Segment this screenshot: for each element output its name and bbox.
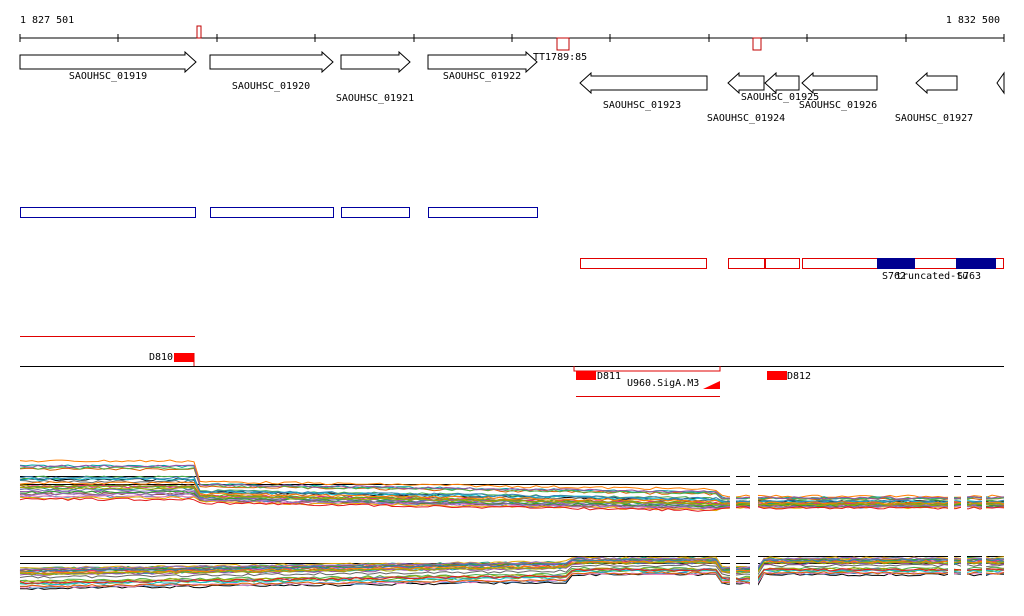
gene-arrow-saouhsc-01925[interactable] bbox=[764, 71, 800, 95]
forward-transcript-box[interactable] bbox=[210, 207, 334, 218]
gene-arrow-saouhsc-01926[interactable] bbox=[801, 71, 878, 95]
reverse-transcript-box[interactable] bbox=[765, 258, 800, 269]
segment-block-s763[interactable] bbox=[956, 258, 996, 269]
segment-label: S762 bbox=[882, 271, 906, 282]
feature-block-d811[interactable] bbox=[576, 371, 596, 380]
expression-trace bbox=[19, 561, 1005, 576]
gene-arrow-saouhsc-01924[interactable] bbox=[727, 71, 765, 95]
gene-labels: SAOUHSC_01919 SAOUHSC_01920 SAOUHSC_0192… bbox=[69, 71, 973, 124]
ruler-start-label: 1 827 501 bbox=[20, 15, 74, 26]
gene-track bbox=[19, 50, 1005, 95]
expression-trace bbox=[19, 568, 1005, 585]
expression-trace bbox=[19, 481, 1005, 505]
gene-arrow-saouhsc-01920[interactable] bbox=[209, 50, 334, 74]
segment-label: truncated-tu bbox=[896, 271, 968, 282]
gene-label: SAOUHSC_01925 bbox=[741, 92, 819, 103]
feature-label: D810 bbox=[149, 352, 173, 363]
expression-trace bbox=[19, 492, 1005, 509]
gene-arrow-saouhsc-01919[interactable] bbox=[19, 50, 197, 74]
expression-trace bbox=[19, 497, 1005, 512]
expression-trace bbox=[19, 466, 1005, 501]
forward-transcript-track bbox=[20, 207, 538, 218]
terminator-marker[interactable] bbox=[556, 37, 570, 51]
feature-label: D811 bbox=[597, 371, 621, 382]
promoter-bracket bbox=[573, 366, 721, 372]
expression-trace bbox=[19, 568, 1005, 585]
segment-block-s762[interactable] bbox=[877, 258, 915, 269]
segment-label: S763 bbox=[957, 271, 981, 282]
ruler-ticks bbox=[19, 34, 1005, 42]
gene-label: SAOUHSC_01926 bbox=[799, 100, 877, 111]
reverse-transcript-track: S762 truncated-tu S763 bbox=[580, 258, 1004, 282]
feature-track: D810 D811 U960.SigA.M3 D812 bbox=[20, 336, 1004, 397]
forward-transcript-box[interactable] bbox=[428, 207, 538, 218]
coordinate-ruler: 1 827 501 1 832 500 TT1789:85 bbox=[19, 15, 1005, 63]
expression-trace bbox=[19, 459, 1005, 499]
feature-block-d810[interactable] bbox=[174, 353, 194, 362]
gene-arrow-saouhsc-01922[interactable] bbox=[427, 50, 538, 74]
expression-trace bbox=[19, 563, 1005, 579]
forward-transcript-box[interactable] bbox=[20, 207, 196, 218]
gene-arrow-saouhsc-01927[interactable] bbox=[915, 71, 958, 95]
gene-label: SAOUHSC_01923 bbox=[603, 100, 681, 111]
gene-label: SAOUHSC_01920 bbox=[232, 81, 310, 92]
gene-label: SAOUHSC_01924 bbox=[707, 113, 785, 124]
expression-gaps bbox=[730, 470, 986, 595]
gene-label: SAOUHSC_01922 bbox=[443, 71, 521, 82]
gene-arrow-saouhsc-01923[interactable] bbox=[579, 71, 708, 95]
expression-trace bbox=[19, 556, 1005, 571]
promoter-label: U960.SigA.M3 bbox=[627, 378, 699, 389]
terminator-label: TT1789:85 bbox=[533, 52, 587, 63]
gene-label: SAOUHSC_01927 bbox=[895, 113, 973, 124]
gene-label: SAOUHSC_01921 bbox=[336, 93, 414, 104]
expression-trace bbox=[19, 486, 1005, 507]
promoter-triangle[interactable] bbox=[703, 381, 720, 389]
reverse-transcript-box[interactable] bbox=[728, 258, 765, 269]
expression-profile-reverse bbox=[19, 556, 1005, 591]
ruler-end-label: 1 832 500 bbox=[946, 15, 1000, 26]
gene-arrow-partial[interactable] bbox=[996, 71, 1005, 95]
expression-trace bbox=[19, 476, 1005, 503]
terminator-marker[interactable] bbox=[196, 25, 202, 39]
terminator-marker[interactable] bbox=[752, 37, 762, 51]
gene-arrow-saouhsc-01921[interactable] bbox=[340, 50, 411, 74]
reverse-transcript-box[interactable] bbox=[580, 258, 707, 269]
feature-block-d812[interactable] bbox=[767, 371, 787, 380]
expression-trace bbox=[19, 571, 1005, 588]
feature-label: D812 bbox=[787, 371, 811, 382]
expression-trace bbox=[19, 464, 1005, 500]
expression-trace bbox=[19, 560, 1005, 574]
gene-label: SAOUHSC_01919 bbox=[69, 71, 147, 82]
expression-trace bbox=[19, 558, 1005, 573]
expression-profile-forward bbox=[19, 459, 1005, 512]
forward-transcript-box[interactable] bbox=[341, 207, 410, 218]
